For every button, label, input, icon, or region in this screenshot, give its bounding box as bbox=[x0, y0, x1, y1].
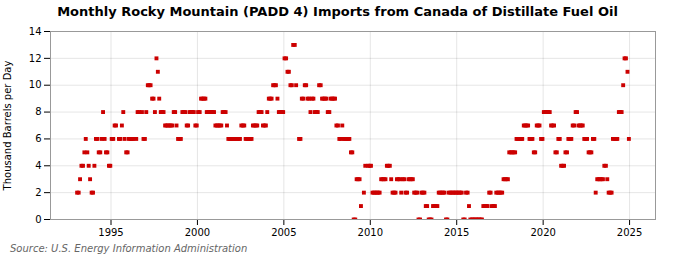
svg-text:8: 8 bbox=[35, 106, 41, 117]
svg-text:Thousand Barrels per Day: Thousand Barrels per Day bbox=[2, 61, 13, 192]
svg-text:2010: 2010 bbox=[358, 227, 383, 238]
html-text:Monthly Rocky Mountain (PADD 4: Monthly Rocky Mountain (PADD 4) Imports … bbox=[57, 4, 618, 19]
svg-text:2020: 2020 bbox=[530, 227, 555, 238]
svg-text:2: 2 bbox=[35, 187, 41, 198]
svg-text:6: 6 bbox=[35, 133, 41, 144]
svg-text:12: 12 bbox=[29, 53, 42, 64]
svg-text:2015: 2015 bbox=[444, 227, 469, 238]
svg-text:14: 14 bbox=[29, 26, 42, 37]
svg-text:4: 4 bbox=[35, 160, 41, 171]
svg-text:1995: 1995 bbox=[98, 227, 123, 238]
svg-text:2005: 2005 bbox=[271, 227, 296, 238]
html-text:Source: U.S. Energy Informatio: Source: U.S. Energy Information Administ… bbox=[10, 243, 248, 254]
svg-text:10: 10 bbox=[29, 79, 42, 90]
svg-text:2000: 2000 bbox=[185, 227, 210, 238]
svg-text:2025: 2025 bbox=[617, 227, 642, 238]
svg-text:0: 0 bbox=[35, 214, 41, 225]
